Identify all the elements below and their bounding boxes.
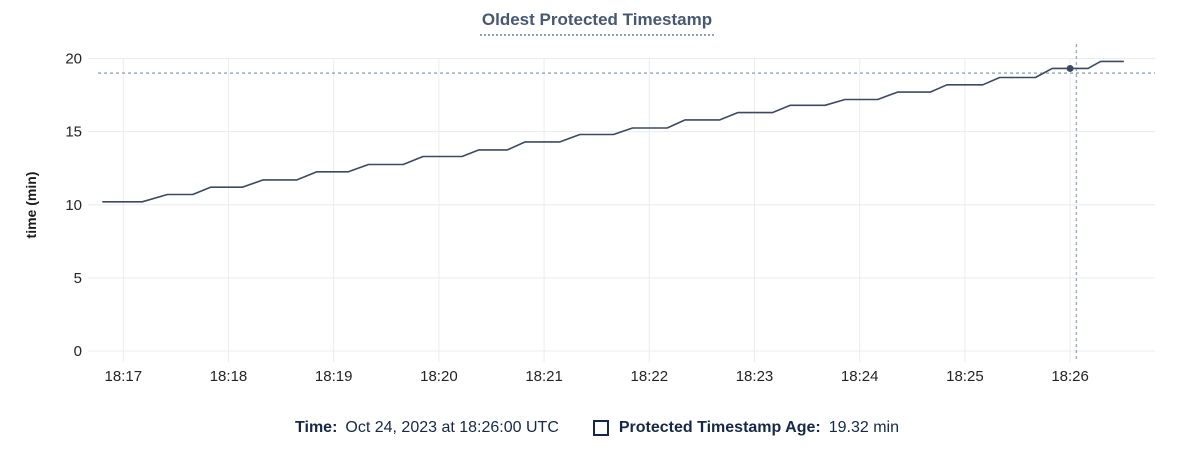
y-tick-label: 15 <box>65 124 82 141</box>
hover-point-dot <box>1066 64 1074 72</box>
chart-title[interactable]: Oldest Protected Timestamp <box>479 10 715 36</box>
x-tick-label: 18:20 <box>420 368 458 385</box>
checkbox-square-icon[interactable] <box>592 420 609 436</box>
timeseries-chart[interactable]: 0 5 10 15 20 18:17 18:18 18:19 18:20 18:21 18:22 18… <box>0 0 1194 400</box>
x-tick-label: 18:26 <box>1051 368 1089 385</box>
legend-series-toggle[interactable]: Protected Timestamp Age: 19.32 min <box>592 419 899 437</box>
y-tick-label: 5 <box>74 270 82 287</box>
chart-title-row: Oldest Protected Timestamp <box>0 10 1194 36</box>
legend-time-value: Oct 24, 2023 at 18:26:00 UTC <box>345 419 559 436</box>
x-tick-label: 18:19 <box>315 368 353 385</box>
y-axis-label: time (min) <box>23 171 39 239</box>
x-tick-label: 18:18 <box>210 368 248 385</box>
x-tick-label: 18:22 <box>631 368 669 385</box>
x-tick-label: 18:25 <box>946 368 984 385</box>
legend-time-label: Time: <box>295 419 338 436</box>
y-tick-label: 0 <box>74 343 82 360</box>
x-tick-label: 18:17 <box>105 368 143 385</box>
legend-series-label: Protected Timestamp Age: <box>618 419 821 436</box>
chart-legend: Time: Oct 24, 2023 at 18:26:00 UTC Prote… <box>0 419 1194 437</box>
x-tick-label: 18:23 <box>736 368 774 385</box>
legend-time: Time: Oct 24, 2023 at 18:26:00 UTC <box>295 419 559 437</box>
legend-series-value: 19.32 min <box>828 419 899 436</box>
y-tick-label: 10 <box>65 197 82 214</box>
series-line <box>102 60 1124 203</box>
x-tick-label: 18:24 <box>841 368 879 385</box>
y-tick-label: 20 <box>65 51 82 68</box>
x-tick-label: 18:21 <box>525 368 563 385</box>
